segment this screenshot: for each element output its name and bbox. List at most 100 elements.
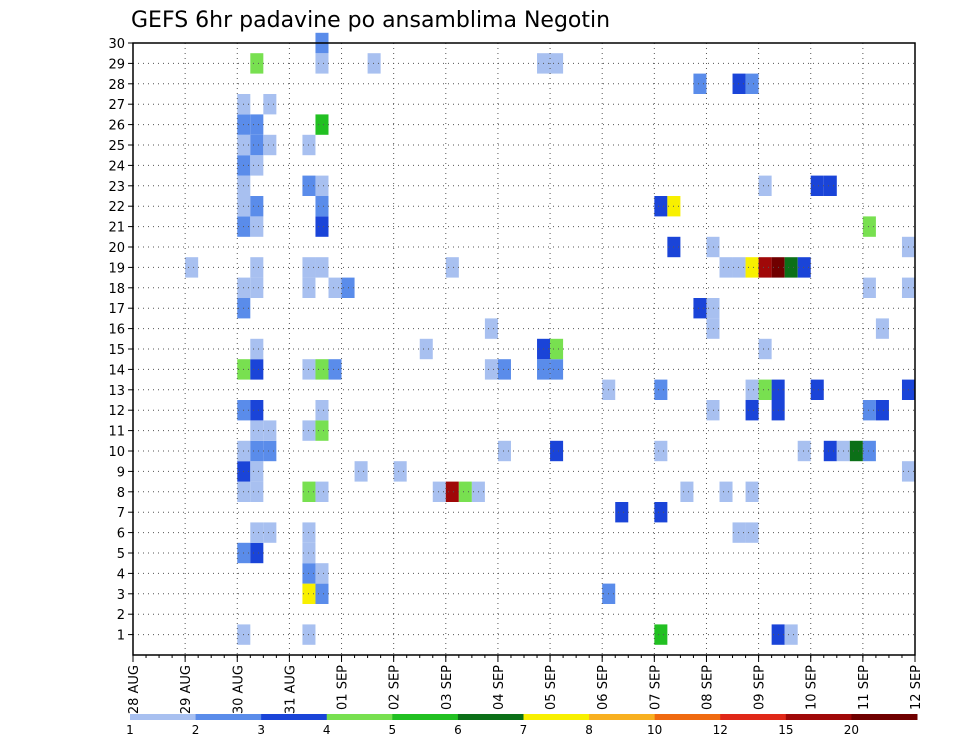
heatmap-cell (706, 236, 720, 258)
heatmap-cell (315, 257, 329, 278)
legend-swatch (195, 714, 262, 720)
heatmap-cell (550, 440, 564, 462)
y-tick-label: 22 (108, 200, 125, 215)
legend-label: 15 (778, 723, 793, 737)
heatmap-cell (706, 318, 720, 339)
y-tick-label: 10 (108, 445, 125, 460)
heatmap-cell (315, 359, 329, 380)
legend-swatch (720, 714, 787, 720)
heatmap-cell (797, 257, 811, 278)
heatmap-cell (458, 481, 472, 502)
heatmap-cell (654, 196, 668, 217)
x-tick-label: 03 SEP (440, 665, 455, 710)
y-tick-label: 26 (108, 119, 125, 134)
heatmap-cell (745, 522, 759, 543)
y-tick-label: 13 (108, 384, 125, 399)
heatmap-cell (758, 338, 772, 360)
legend-swatch (654, 714, 721, 720)
heatmap-cell (354, 461, 368, 482)
heatmap-cell (484, 359, 498, 380)
heatmap-cell (758, 175, 772, 196)
legend-label: 8 (585, 723, 593, 737)
heatmap-cell (745, 73, 759, 94)
heatmap-cell (550, 53, 564, 74)
heatmap-cell (185, 257, 199, 278)
heatmap-cell (315, 420, 329, 441)
heatmap-cell (784, 257, 798, 278)
legend-label: 12 (713, 723, 728, 737)
y-tick-label: 27 (108, 98, 125, 113)
y-axis: 1234567891011121314151617181920212223242… (108, 37, 133, 644)
legend-swatch (130, 714, 197, 720)
x-tick-label: 11 SEP (857, 665, 872, 710)
y-tick-label: 24 (108, 159, 125, 174)
x-tick-label: 12 SEP (909, 665, 924, 710)
heatmap-cell (693, 298, 707, 319)
heatmap-cell (654, 379, 668, 400)
heatmap-cell (654, 440, 668, 462)
heatmap-cell (732, 73, 746, 94)
heatmap-cell (263, 440, 277, 462)
heatmap-cell (315, 114, 329, 135)
y-tick-label: 18 (108, 282, 125, 297)
heatmap-cell (250, 216, 264, 237)
heatmap-cell (250, 53, 264, 74)
heatmap-cell (706, 298, 720, 319)
legend-label: 4 (323, 723, 331, 737)
heatmap-cell (250, 461, 264, 482)
heatmap-cell (732, 257, 746, 278)
x-tick-label: 09 SEP (753, 665, 768, 710)
y-tick-label: 23 (108, 180, 125, 195)
heatmap-cell (680, 481, 694, 502)
heatmap-cell (654, 502, 668, 523)
heatmap-cell (719, 257, 733, 278)
heatmap-cell (849, 440, 863, 462)
heatmap-cell (263, 94, 277, 115)
heatmap-cell (250, 155, 264, 176)
heatmap-cell (315, 216, 329, 237)
legend-swatch (392, 714, 459, 720)
heatmap-cell (484, 318, 498, 339)
y-tick-label: 12 (108, 404, 125, 419)
heatmap-cell (315, 196, 329, 217)
x-tick-label: 08 SEP (700, 665, 715, 710)
y-tick-label: 16 (108, 323, 125, 338)
heatmap-cell (250, 338, 264, 360)
y-tick-label: 1 (117, 629, 125, 644)
legend-label: 20 (844, 723, 859, 737)
heatmap-cell (823, 175, 837, 196)
y-tick-label: 14 (108, 363, 125, 378)
heatmap-cell (784, 624, 798, 645)
heatmap-cell (328, 359, 342, 380)
heatmap-cell (328, 277, 342, 298)
heatmap-cell (250, 522, 264, 543)
heatmap-cell (250, 420, 264, 441)
heatmap-cell (615, 502, 629, 523)
heatmap-cell (263, 522, 277, 543)
legend-swatch (457, 714, 524, 720)
y-tick-label: 4 (117, 567, 125, 582)
y-tick-label: 29 (108, 57, 125, 72)
heatmap-cell (719, 481, 733, 502)
x-tick-label: 05 SEP (544, 665, 559, 710)
heatmap-cell (862, 400, 876, 421)
heatmap-cell (250, 440, 264, 462)
legend-label: 3 (257, 723, 265, 737)
heatmap-cell (445, 257, 459, 278)
y-tick-label: 20 (108, 241, 125, 256)
x-tick-label: 02 SEP (388, 665, 403, 710)
heatmap-cell (745, 481, 759, 502)
y-tick-label: 2 (117, 608, 125, 623)
x-tick-label: 30 AUG (231, 665, 246, 714)
chart-title: GEFS 6hr padavine po ansamblima Negotin (131, 8, 610, 33)
legend-label: 7 (520, 723, 528, 737)
heatmap-cell (250, 542, 264, 564)
heatmap-cells (185, 32, 915, 645)
heatmap-cell (732, 522, 746, 543)
heatmap-cell (706, 400, 720, 421)
heatmap-cell (250, 359, 264, 380)
heatmap-cell (315, 563, 329, 584)
x-tick-label: 07 SEP (648, 665, 663, 710)
heatmap-cell (797, 440, 811, 462)
